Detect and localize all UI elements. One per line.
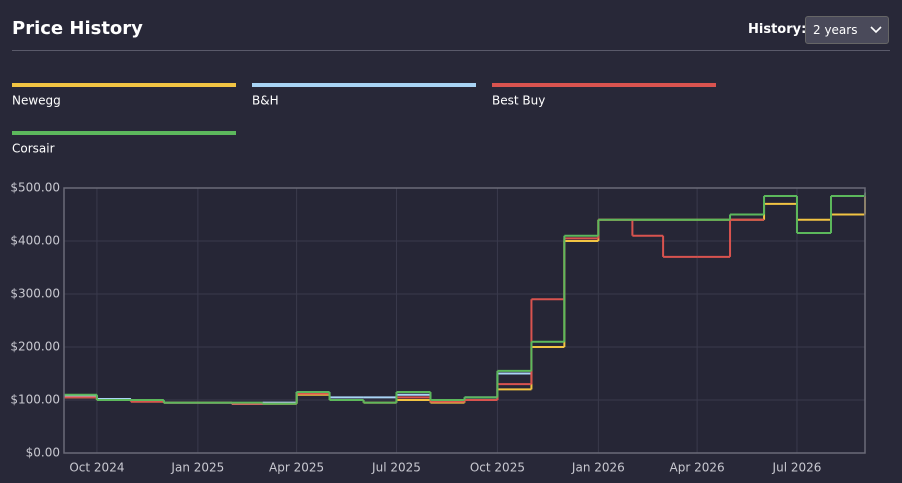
x-tick-label: Jul 2025 xyxy=(371,461,421,475)
x-tick-label: Apr 2025 xyxy=(269,461,324,475)
plot-area xyxy=(64,188,865,453)
y-tick-label: $400.00 xyxy=(10,234,60,248)
y-tick-label: $500.00 xyxy=(10,181,60,195)
legend-text: Best Buy xyxy=(492,94,545,108)
x-tick-label: Jul 2026 xyxy=(772,461,822,475)
legend-swatch xyxy=(252,83,476,87)
y-tick-label: $300.00 xyxy=(10,287,60,301)
x-tick-label: Jan 2025 xyxy=(170,461,224,475)
legend-swatch xyxy=(492,83,716,87)
x-tick-label: Oct 2025 xyxy=(470,461,525,475)
y-tick-label: $100.00 xyxy=(10,393,60,407)
divider xyxy=(12,50,890,51)
y-tick-label: $0.00 xyxy=(26,446,60,460)
plot-frame xyxy=(63,187,866,454)
panel-title: Price History xyxy=(12,18,143,39)
legend-text: B&H xyxy=(252,94,279,108)
history-label: History: xyxy=(748,22,807,37)
legend-swatch xyxy=(12,131,236,135)
chevron-icon xyxy=(870,26,882,34)
x-tick-label: Oct 2024 xyxy=(69,461,124,475)
legend-swatch xyxy=(12,83,236,87)
history-select[interactable]: 2 years xyxy=(805,16,889,44)
x-tick-label: Apr 2026 xyxy=(670,461,725,475)
y-tick-label: $200.00 xyxy=(10,340,60,354)
x-tick-label: Jan 2026 xyxy=(571,461,625,475)
select-value: 2 years xyxy=(813,23,858,37)
legend-text: Newegg xyxy=(12,94,61,108)
legend-text: Corsair xyxy=(12,142,55,156)
